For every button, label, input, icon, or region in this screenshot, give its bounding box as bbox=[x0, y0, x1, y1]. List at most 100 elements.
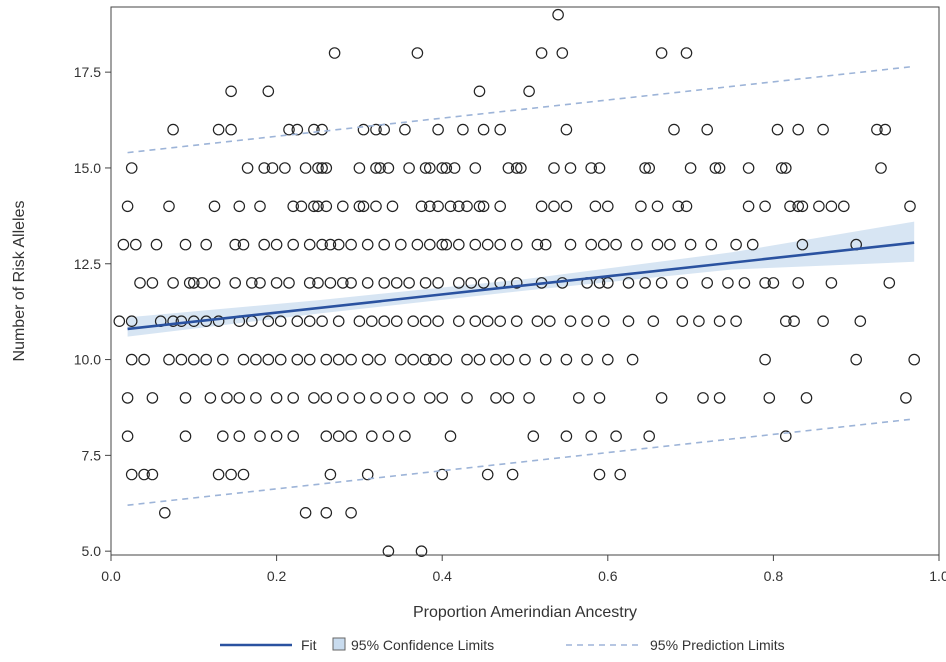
y-tick-label: 12.5 bbox=[74, 256, 101, 272]
data-point bbox=[651, 238, 664, 251]
data-point bbox=[204, 392, 217, 404]
data-point bbox=[465, 277, 477, 289]
data-point bbox=[481, 468, 494, 481]
data-point bbox=[113, 315, 126, 327]
data-point bbox=[237, 468, 250, 481]
data-point bbox=[163, 200, 175, 213]
data-point bbox=[125, 162, 138, 174]
data-point bbox=[461, 392, 473, 404]
data-point bbox=[345, 353, 357, 366]
data-point bbox=[643, 430, 655, 442]
data-point bbox=[684, 162, 697, 174]
data-point bbox=[502, 353, 515, 366]
data-point bbox=[299, 162, 312, 174]
data-point bbox=[477, 277, 490, 289]
data-point bbox=[320, 506, 333, 519]
data-point bbox=[403, 277, 415, 289]
data-point bbox=[527, 430, 540, 442]
data-point bbox=[357, 123, 370, 136]
data-point bbox=[792, 277, 804, 289]
data-point bbox=[585, 430, 597, 442]
data-point bbox=[419, 277, 432, 289]
data-point bbox=[370, 123, 382, 136]
data-point bbox=[370, 200, 382, 213]
data-point bbox=[730, 238, 742, 251]
data-point bbox=[382, 545, 395, 557]
x-axis-title: Proportion Amerindian Ancestry bbox=[413, 604, 637, 621]
data-point bbox=[494, 123, 506, 136]
data-point bbox=[320, 200, 333, 213]
data-point bbox=[270, 392, 283, 404]
data-point bbox=[510, 162, 523, 174]
y-tick-label: 5.0 bbox=[82, 543, 102, 559]
data-point bbox=[403, 162, 415, 174]
data-point bbox=[303, 353, 316, 366]
data-point bbox=[539, 238, 552, 251]
fit-lines-layer bbox=[127, 65, 915, 506]
data-point bbox=[403, 392, 415, 404]
data-point bbox=[585, 238, 597, 251]
data-point bbox=[622, 277, 635, 289]
data-point bbox=[779, 162, 792, 174]
axes-layer: 0.0 0.2 0.4 0.6 0.8 1.0 5.0 7.5 10.0 12.5 15.0 17.5 bbox=[74, 64, 946, 584]
data-point bbox=[386, 392, 399, 404]
data-point bbox=[440, 238, 453, 251]
data-point bbox=[345, 277, 357, 289]
data-point bbox=[572, 392, 585, 404]
data-point bbox=[167, 315, 179, 327]
data-point bbox=[419, 353, 432, 366]
data-point bbox=[246, 277, 258, 289]
data-point bbox=[183, 277, 196, 289]
data-point bbox=[481, 238, 494, 251]
data-point bbox=[560, 123, 573, 136]
data-point bbox=[792, 200, 804, 213]
data-point bbox=[291, 315, 304, 327]
data-point bbox=[854, 315, 867, 327]
data-point bbox=[423, 392, 436, 404]
data-point bbox=[361, 353, 374, 366]
data-point bbox=[312, 162, 324, 174]
data-point bbox=[279, 162, 291, 174]
data-point bbox=[353, 392, 366, 404]
data-point bbox=[250, 353, 262, 366]
data-point bbox=[759, 200, 771, 213]
data-point bbox=[643, 162, 655, 174]
data-point bbox=[515, 162, 527, 174]
data-point bbox=[436, 238, 448, 251]
data-point bbox=[291, 353, 304, 366]
data-point bbox=[560, 353, 573, 366]
data-point bbox=[655, 392, 668, 404]
data-point bbox=[390, 315, 403, 327]
data-point bbox=[432, 315, 444, 327]
legend-fit-label: Fit bbox=[301, 637, 317, 653]
data-point bbox=[200, 353, 212, 366]
data-point bbox=[469, 238, 482, 251]
data-point bbox=[655, 277, 668, 289]
data-point bbox=[651, 200, 664, 213]
data-point bbox=[552, 8, 564, 21]
data-point bbox=[713, 392, 726, 404]
data-point bbox=[274, 315, 287, 327]
y-tick-label: 10.0 bbox=[74, 352, 101, 368]
data-point bbox=[428, 353, 440, 366]
data-point bbox=[697, 392, 709, 404]
data-point bbox=[664, 238, 676, 251]
data-point bbox=[308, 392, 320, 404]
data-point bbox=[121, 200, 134, 213]
data-point bbox=[461, 353, 473, 366]
data-point bbox=[469, 162, 482, 174]
data-point bbox=[647, 315, 660, 327]
data-point bbox=[175, 353, 188, 366]
data-point bbox=[262, 85, 275, 98]
data-point bbox=[490, 392, 502, 404]
data-point bbox=[299, 506, 312, 519]
x-tick-label: 0.4 bbox=[432, 568, 452, 584]
data-point bbox=[237, 353, 250, 366]
data-point bbox=[539, 353, 552, 366]
data-point bbox=[581, 353, 593, 366]
data-point bbox=[121, 392, 134, 404]
data-point bbox=[543, 315, 556, 327]
data-point bbox=[316, 162, 328, 174]
data-point bbox=[374, 162, 386, 174]
data-point bbox=[601, 200, 614, 213]
